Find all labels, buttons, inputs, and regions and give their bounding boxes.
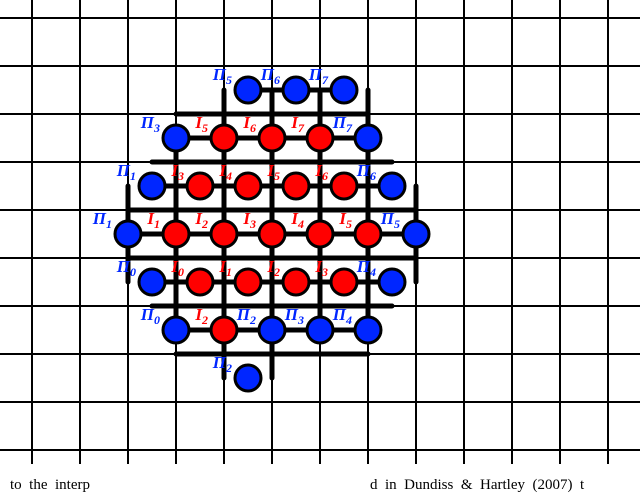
interior-node — [211, 221, 237, 247]
boundary-node — [379, 173, 405, 199]
interior-node — [355, 221, 381, 247]
interior-node — [211, 317, 237, 343]
boundary-node — [235, 77, 261, 103]
boundary-node-label: Π5 — [212, 65, 232, 87]
boundary-node — [235, 365, 261, 391]
boundary-node — [403, 221, 429, 247]
interior-node — [187, 173, 213, 199]
boundary-node — [259, 317, 285, 343]
boundary-node-label: Π3 — [140, 113, 160, 135]
interior-node — [331, 173, 357, 199]
interior-node — [307, 125, 333, 151]
boundary-node — [379, 269, 405, 295]
interior-node — [283, 269, 309, 295]
boundary-node-label: Π1 — [92, 209, 112, 231]
boundary-node — [139, 269, 165, 295]
boundary-node — [163, 317, 189, 343]
interior-node — [187, 269, 213, 295]
boundary-node — [163, 125, 189, 151]
interior-node — [307, 221, 333, 247]
interior-node — [211, 125, 237, 151]
interior-node — [283, 173, 309, 199]
boundary-node — [355, 125, 381, 151]
boundary-node-label: Π6 — [260, 65, 280, 87]
diagram: I1I2I3I4I5I0I1I2I3I3I4I5I6I5I6I7I2Π1Π5Π0… — [0, 0, 640, 500]
caption-left: to the interp — [10, 477, 90, 493]
boundary-node — [283, 77, 309, 103]
interior-node — [331, 269, 357, 295]
interior-node — [259, 125, 285, 151]
boundary-node — [307, 317, 333, 343]
boundary-node — [331, 77, 357, 103]
interior-node — [259, 221, 285, 247]
interior-node — [163, 221, 189, 247]
boundary-node — [115, 221, 141, 247]
boundary-node — [355, 317, 381, 343]
interior-node — [235, 173, 261, 199]
caption-fragment: to the interp d in Dundiss & Hartley (200… — [10, 477, 584, 494]
interior-node — [235, 269, 261, 295]
boundary-node — [139, 173, 165, 199]
boundary-node-label: Π7 — [308, 65, 329, 87]
boundary-node-label: Π1 — [116, 161, 136, 183]
caption-right: d in Dundiss & Hartley (2007) t — [370, 477, 584, 493]
